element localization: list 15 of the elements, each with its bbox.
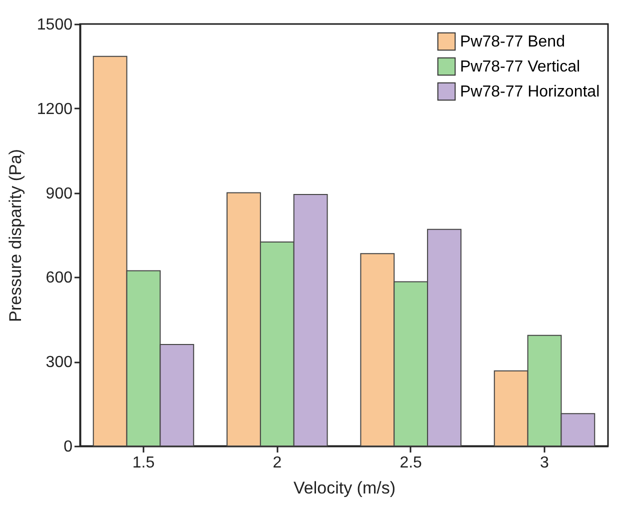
y-tick-label: 600 [46,270,73,287]
x-tick-label: 3 [540,454,550,472]
y-tick-label: 0 [64,438,73,456]
legend-label: Pw78-77 Horizontal [460,84,600,100]
x-axis-title: Velocity (m/s) [293,478,396,498]
legend-label: Pw78-77 Vertical [460,58,580,76]
x-tick-label: 2.5 [400,454,422,472]
x-tick-label: 2 [272,454,282,472]
y-tick-label: 300 [46,354,73,372]
y-tick-label: 900 [46,185,73,202]
y-tick-label: 1200 [36,100,73,118]
x-tick-label: 1.5 [132,454,155,472]
legend-label: Pw78-77 Bend [460,34,565,50]
y-axis-title: Pressure disparity (Pa) [6,149,25,322]
y-tick-label: 1500 [36,16,73,34]
